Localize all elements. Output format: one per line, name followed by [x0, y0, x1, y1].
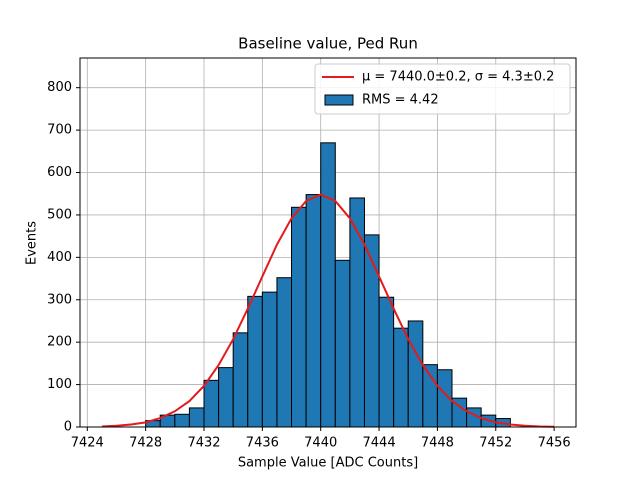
y-tick-label: 100 [47, 377, 72, 392]
bar [247, 295, 263, 428]
legend-box [314, 63, 571, 115]
legend-swatch [324, 94, 354, 106]
bar [232, 332, 249, 428]
x-tick-label: 7444 [363, 436, 396, 451]
x-tick-label: 7448 [421, 436, 454, 451]
bar [203, 379, 220, 428]
y-tick-label: 800 [47, 80, 72, 95]
y-tick-label: 700 [47, 123, 72, 138]
bar [276, 277, 293, 428]
bar [407, 320, 424, 428]
x-tick-label: 7440 [304, 436, 337, 451]
y-tick-label: 500 [47, 207, 72, 222]
x-axis-label: Sample Value [ADC Counts] [238, 456, 418, 471]
y-tick-label: 300 [47, 292, 72, 307]
bar [320, 142, 336, 428]
y-tick-label: 600 [47, 165, 72, 180]
bar [363, 234, 380, 428]
bar [393, 327, 409, 428]
y-tick-label: 200 [47, 335, 72, 350]
bar [291, 206, 307, 428]
x-tick-label: 7456 [538, 436, 571, 451]
x-tick-label: 7428 [129, 436, 162, 451]
chart-title: Baseline value, Ped Run [238, 35, 418, 53]
x-tick-label: 7452 [479, 436, 512, 451]
legend-label: RMS = 4.42 [362, 93, 439, 108]
y-tick-label: 0 [64, 420, 72, 435]
legend-label: μ = 7440.0±0.2, σ = 4.3±0.2 [362, 70, 554, 85]
x-tick-label: 7436 [246, 436, 279, 451]
fit-curve [101, 193, 555, 428]
bar [305, 194, 322, 428]
bar [218, 367, 234, 428]
bar [378, 296, 395, 428]
x-tick-label: 7432 [187, 436, 220, 451]
bar [174, 413, 190, 428]
bar [261, 291, 278, 428]
bar [188, 407, 205, 428]
plot-frame [79, 57, 577, 428]
y-axis-label: Events [25, 221, 40, 265]
x-tick-label: 7424 [71, 436, 104, 451]
bar [334, 259, 351, 428]
y-tick-label: 400 [47, 250, 72, 265]
